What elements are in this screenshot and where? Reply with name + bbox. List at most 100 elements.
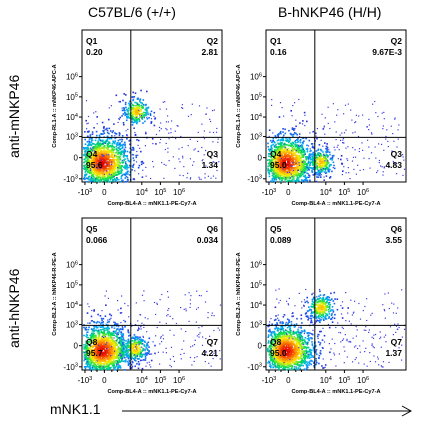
event-dot [136, 98, 139, 100]
event-dot [93, 160, 96, 162]
event-dot [289, 177, 291, 179]
event-dot [309, 155, 311, 157]
event-dot [137, 113, 140, 115]
event-dot [322, 159, 325, 161]
event-dot [91, 170, 93, 173]
event-dot [86, 123, 88, 125]
event-dot [111, 351, 114, 353]
event-dot [113, 344, 115, 347]
event-dot [298, 147, 301, 150]
event-dot [106, 327, 108, 329]
event-dot [286, 163, 288, 165]
event-dot [270, 161, 273, 164]
event-dot [87, 122, 89, 124]
event-dot [300, 180, 303, 183]
event-dot [93, 169, 96, 172]
event-dot [95, 329, 97, 331]
event-dot [133, 163, 135, 166]
event-dot [123, 123, 125, 126]
event-dot [289, 172, 291, 175]
event-dot [152, 143, 154, 145]
event-dot [128, 345, 131, 347]
event-dot [85, 170, 87, 172]
event-dot [106, 354, 109, 357]
event-dot [100, 164, 102, 166]
event-dot [123, 339, 125, 341]
event-dot [84, 345, 87, 347]
event-dot [323, 176, 325, 178]
event-dot [116, 362, 119, 365]
event-dot [124, 326, 126, 328]
event-dot [94, 160, 96, 163]
event-dot [279, 102, 282, 104]
event-dot [347, 159, 349, 161]
event-dot [292, 159, 294, 161]
event-dot [107, 151, 110, 154]
event-dot [103, 365, 105, 367]
event-dot [284, 146, 286, 148]
event-dot [292, 150, 295, 152]
event-dot [100, 368, 103, 370]
event-dot [97, 173, 99, 176]
event-dot [131, 118, 133, 120]
event-dot [95, 366, 98, 369]
event-dot [104, 166, 107, 168]
event-dot [387, 140, 389, 142]
event-dot [295, 169, 297, 171]
event-dot [115, 323, 118, 326]
event-dot [83, 346, 85, 348]
event-dot [107, 357, 110, 359]
event-dot [116, 334, 119, 336]
event-dot [280, 138, 282, 141]
quadrant-value: 95.0 [270, 160, 287, 170]
event-dot [122, 354, 125, 357]
event-dot [94, 339, 96, 341]
event-dot [91, 177, 93, 180]
event-dot [111, 161, 113, 163]
event-dot [103, 343, 106, 345]
event-dot [288, 174, 291, 176]
tick-label: 105 [338, 188, 350, 197]
event-dot [337, 158, 339, 160]
event-dot [98, 138, 100, 140]
event-dot [276, 151, 279, 153]
event-dot [95, 364, 97, 367]
event-dot [311, 153, 314, 155]
event-dot [96, 163, 98, 165]
event-dot [189, 158, 191, 160]
event-dot [145, 175, 147, 177]
event-dot [106, 173, 108, 175]
event-dot [309, 164, 311, 166]
event-dot [137, 367, 140, 370]
event-dot [288, 149, 290, 152]
event-dot [108, 154, 110, 156]
event-dot [140, 106, 143, 109]
event-dot [288, 140, 291, 143]
event-dot [126, 117, 129, 119]
event-dot [325, 159, 328, 162]
event-dots [267, 98, 406, 183]
event-dot [283, 143, 285, 145]
event-dot [316, 172, 318, 174]
event-dot [99, 153, 101, 155]
event-dot [154, 118, 156, 120]
event-dot [110, 168, 112, 171]
event-dot [132, 147, 135, 150]
event-dot [99, 174, 101, 177]
event-dot [270, 159, 272, 162]
event-dot [276, 162, 278, 165]
event-dot [124, 174, 127, 177]
event-dot [291, 127, 293, 129]
event-dot [125, 112, 127, 115]
event-dot [122, 332, 124, 335]
quadrant-value: 0.20 [86, 47, 103, 57]
event-dot [268, 129, 271, 131]
event-dot [201, 123, 203, 125]
event-dot [281, 151, 284, 153]
event-dot [271, 159, 274, 161]
event-dot [116, 149, 118, 152]
event-dot [347, 103, 349, 105]
event-dot [341, 162, 343, 165]
event-dot [128, 335, 130, 337]
event-dot [103, 331, 106, 333]
